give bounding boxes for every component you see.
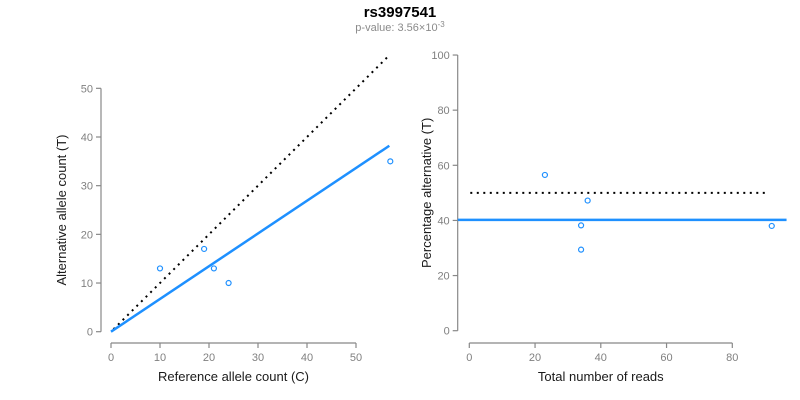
- scatter-point: [156, 265, 164, 272]
- y-tick-label: 30: [81, 181, 93, 193]
- y-tick-label: 20: [81, 229, 93, 241]
- scatter-point: [584, 197, 591, 204]
- x-tick-label: 20: [203, 352, 215, 364]
- x-tick-label: 0: [466, 352, 472, 364]
- y-tick-label: 60: [437, 160, 449, 172]
- x-tick-label: 10: [154, 352, 166, 364]
- scatter-point: [577, 246, 585, 253]
- x-tick-label: 0: [108, 352, 114, 364]
- scatter-point: [541, 171, 549, 179]
- x-tick-label: 20: [529, 352, 541, 364]
- scatter-point: [768, 222, 775, 230]
- y-tick-label: 20: [437, 271, 449, 283]
- y-axis-title: Alternative allele count (T): [54, 135, 69, 286]
- x-tick-label: 40: [595, 352, 607, 364]
- y-tick-label: 10: [81, 278, 93, 290]
- identity-line: [112, 55, 389, 330]
- x-tick-label: 50: [350, 352, 362, 364]
- y-tick-label: 50: [81, 83, 93, 95]
- x-tick-label: 30: [252, 352, 264, 364]
- pvalue-subtitle-base: p-value: 3.56×10: [355, 22, 437, 34]
- plot-title: rs3997541: [364, 4, 437, 21]
- y-tick-label: 100: [431, 50, 449, 62]
- y-tick-label: 80: [437, 105, 449, 117]
- x-axis-title: Total number of reads: [538, 369, 664, 384]
- left-scatter-panel: 0 10 20 30 40 50 0 10 20 30 40 50 Reference allele c…: [54, 55, 394, 384]
- scatter-point: [577, 222, 585, 229]
- y-tick-label: 0: [444, 326, 450, 338]
- y-tick-label: 0: [87, 327, 93, 339]
- y-tick-label: 40: [437, 215, 449, 227]
- scatter-point: [225, 279, 232, 287]
- x-tick-label: 40: [301, 352, 313, 364]
- pvalue-subtitle-exponent: -3: [438, 20, 446, 29]
- x-tick-label: 60: [660, 352, 672, 364]
- scatter-point: [201, 245, 208, 253]
- x-axis-title: Reference allele count (C): [158, 369, 309, 384]
- y-tick-label: 40: [81, 132, 93, 144]
- y-axis-title: Percentage alternative (T): [419, 118, 434, 268]
- scatter-point: [210, 265, 217, 272]
- right-scatter-panel: 0 20 40 60 80 100 0 20 40 60 80 Total number of rea…: [419, 50, 787, 384]
- x-tick-label: 80: [726, 352, 738, 364]
- pvalue-subtitle: p-value: 3.56×10-3: [355, 20, 445, 34]
- fit-line: [110, 144, 391, 333]
- scatter-point: [387, 158, 394, 165]
